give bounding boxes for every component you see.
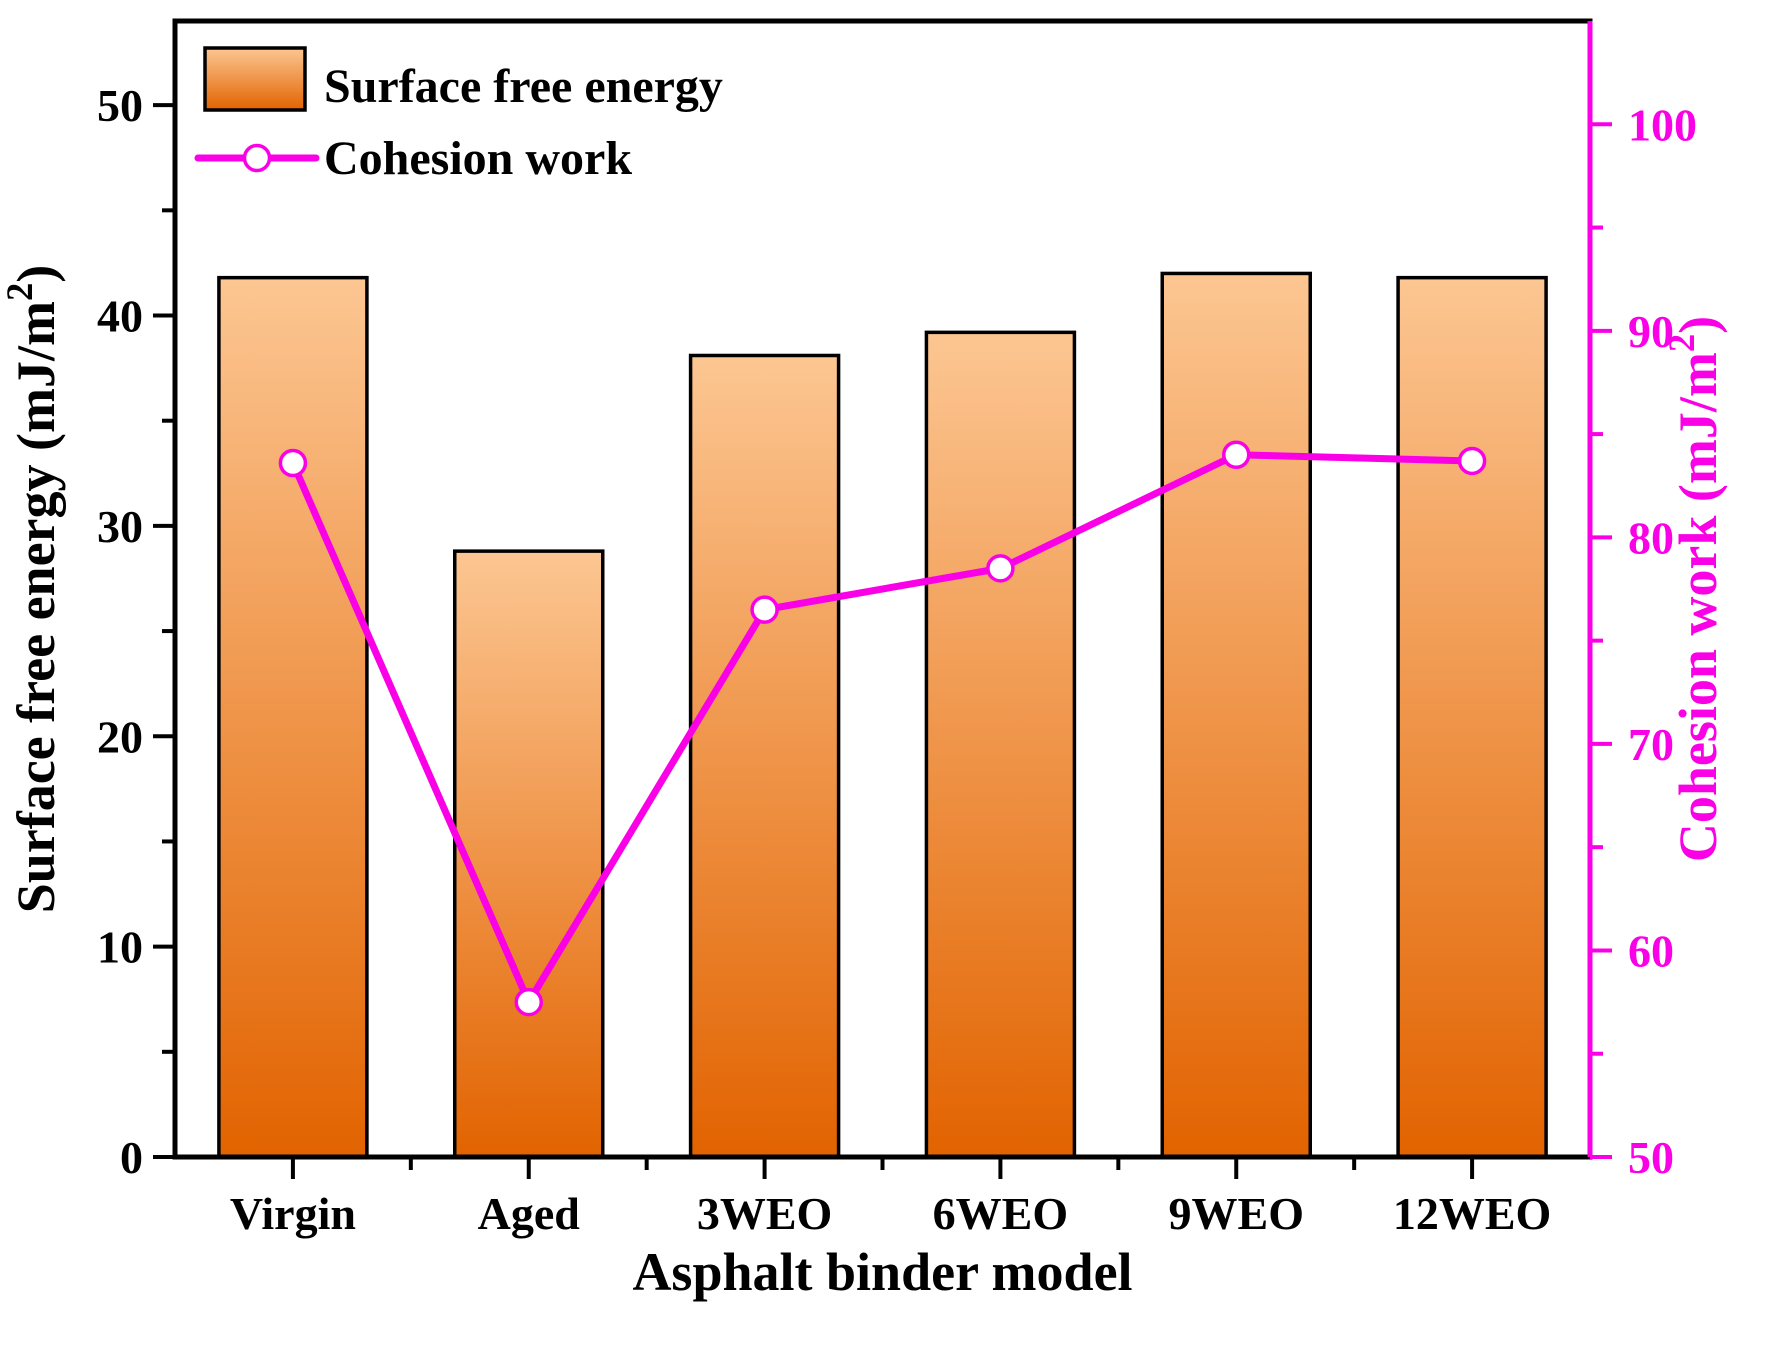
legend-label-cohesion-work: Cohesion work: [324, 132, 632, 185]
right-axis-tick-label: 60: [1628, 925, 1674, 976]
x-axis-title: Asphalt binder model: [632, 1242, 1132, 1302]
bar-6weo: [924, 330, 1077, 1159]
cohesion-marker-12weo: [1457, 446, 1487, 476]
right-axis-tick-label: 100: [1628, 99, 1697, 150]
cohesion-marker-aged: [514, 987, 543, 1017]
legend-swatch-surface-free-energy: [203, 46, 307, 112]
left-axis-tick-label: 10: [97, 922, 143, 973]
legend-marker-cohesion-work: [242, 143, 272, 173]
left-axis-title: Surface free energy (mJ/m2​): [0, 265, 66, 914]
left-axis-tick-label: 40: [97, 291, 143, 342]
left-axis-tick-label: 0: [120, 1132, 143, 1183]
bar-3weo: [688, 353, 841, 1159]
cohesion-line-group: [278, 440, 1487, 1017]
bars-group: [217, 271, 1548, 1159]
bar-9weo: [1160, 271, 1312, 1159]
x-axis-category-label: 12WEO: [1393, 1188, 1551, 1239]
left-axis-tick-label: 30: [97, 501, 143, 552]
left-axis-tick-label: 20: [97, 711, 143, 762]
cohesion-marker-3weo: [750, 595, 779, 624]
right-axis-tick-label: 70: [1628, 719, 1674, 770]
axes-group: 0 10 20 30 40 50 50 60 70 80 90 100 Virgin Aged 3WEO 6W…: [0, 18, 1728, 1302]
cohesion-marker-virgin: [278, 448, 308, 478]
x-axis-category-label: 6WEO: [933, 1188, 1068, 1239]
x-axis-category-label: 9WEO: [1169, 1188, 1304, 1239]
bar-virgin: [217, 275, 369, 1159]
x-axis-category-label: Aged: [478, 1188, 581, 1239]
right-axis-tick-label: 50: [1628, 1132, 1674, 1183]
cohesion-marker-9weo: [1222, 440, 1251, 469]
left-axis-tick-label: 50: [97, 80, 143, 131]
x-axis-category-label: 3WEO: [697, 1188, 832, 1239]
cohesion-work-line: [289, 451, 1476, 1010]
bar-12weo: [1396, 275, 1548, 1159]
bar-aged: [453, 549, 605, 1159]
cohesion-marker-6weo: [986, 554, 1015, 583]
right-axis-tick-label: 80: [1628, 512, 1674, 563]
legend-label-surface-free-energy: Surface free energy: [324, 60, 723, 113]
right-axis-tick-label: 90: [1628, 306, 1674, 357]
right-axis-title: Cohesion work (mJ/m2​): [1661, 316, 1728, 862]
x-axis-category-label: Virgin: [230, 1188, 356, 1239]
legend-group: Surface free energy Cohesion work: [194, 46, 723, 185]
